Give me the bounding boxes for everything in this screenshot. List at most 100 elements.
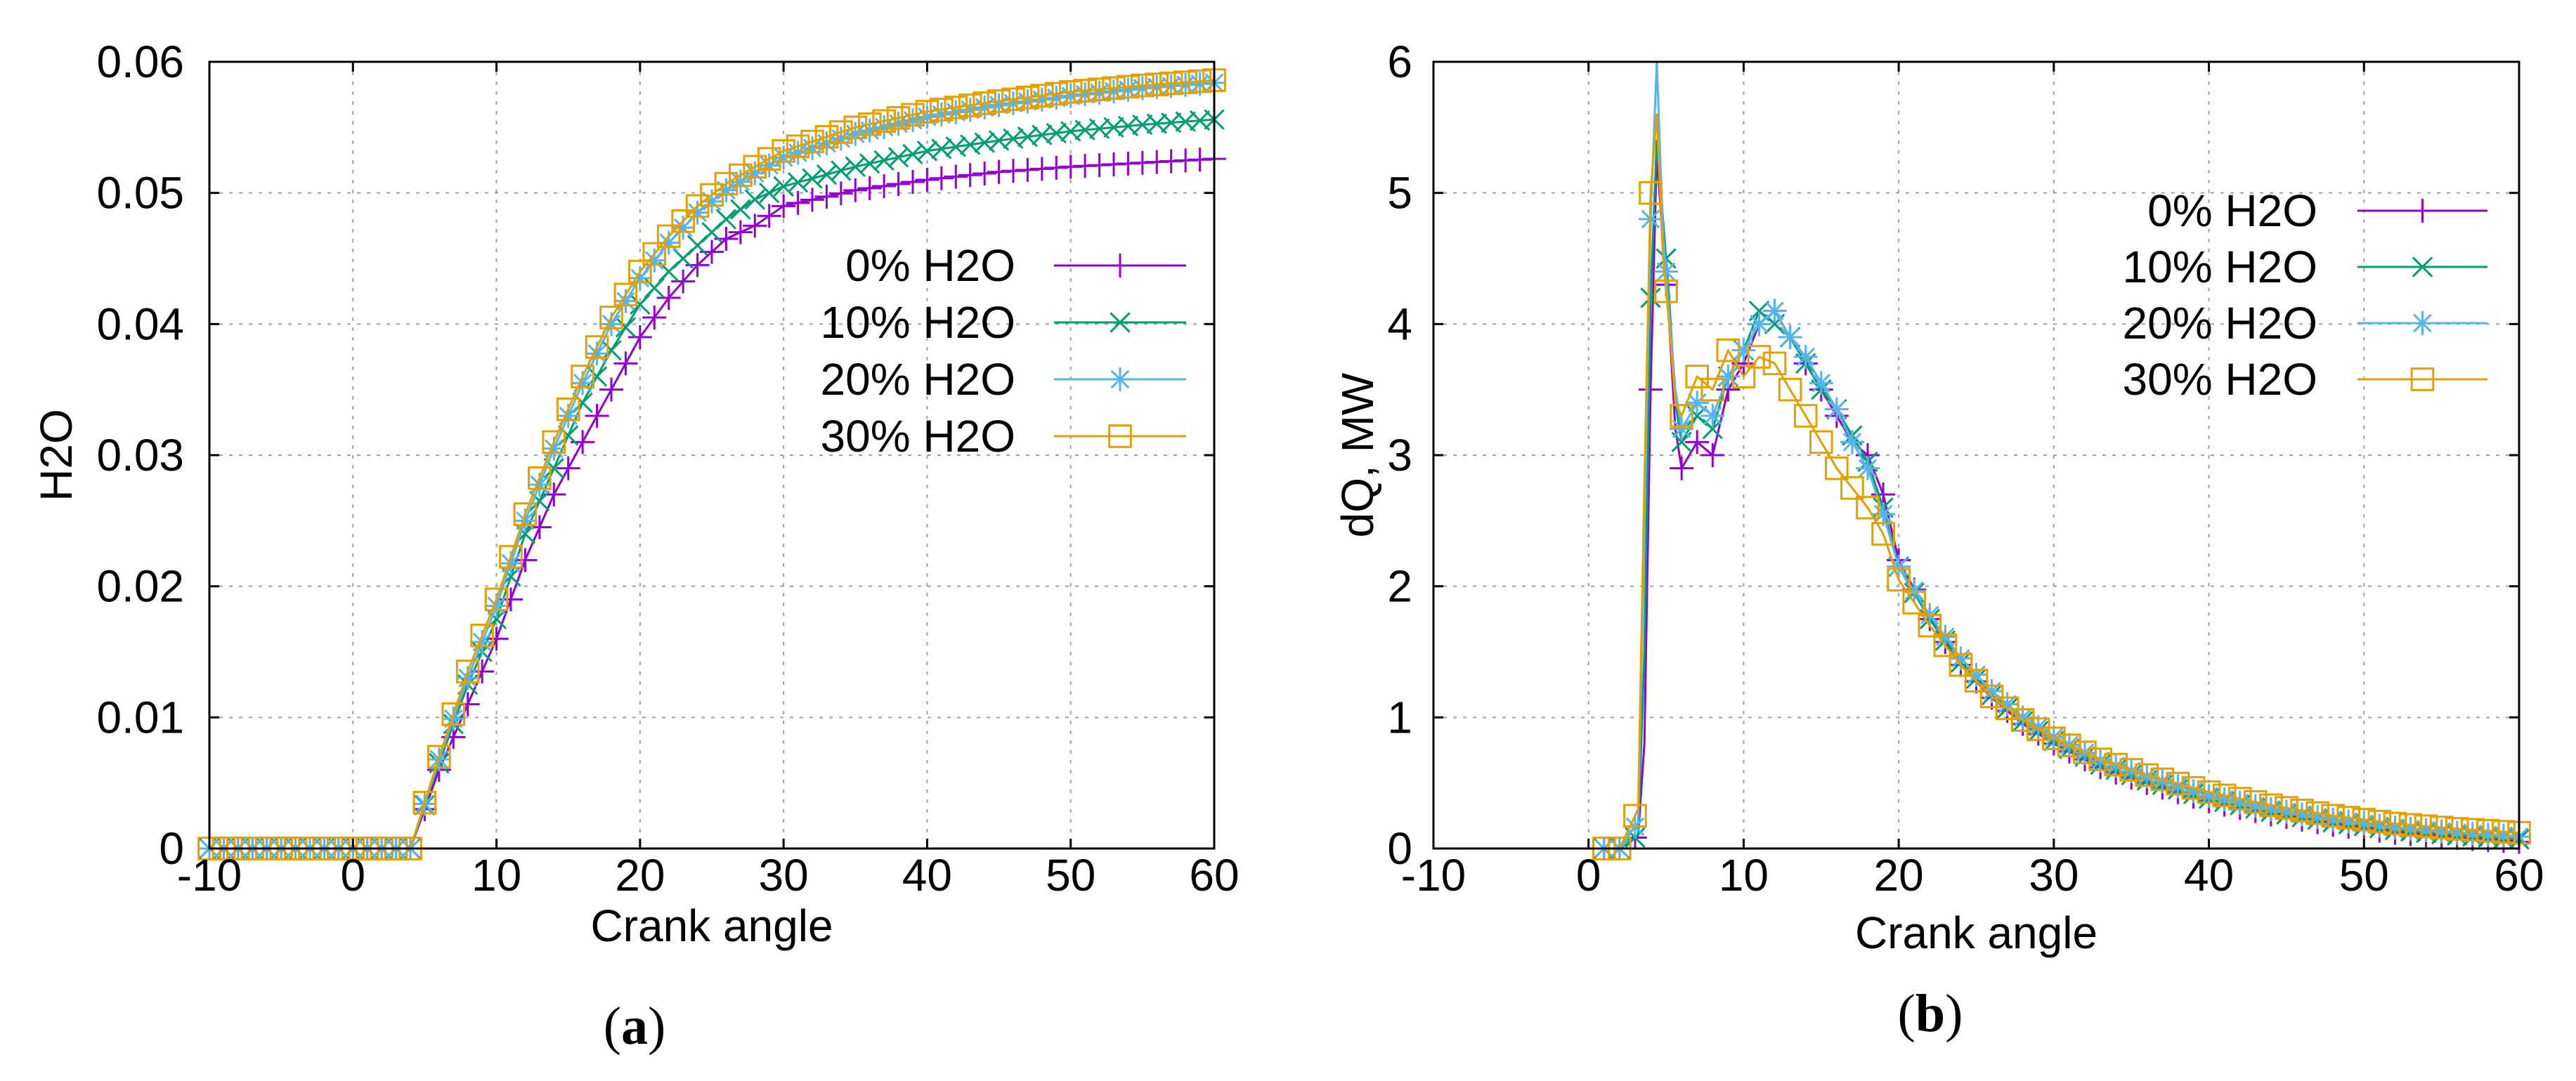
data-point-b-3 (1825, 456, 1849, 480)
data-point-a-3 (958, 93, 982, 117)
data-point-a-2 (513, 509, 538, 533)
data-point-b-0 (1700, 443, 1725, 467)
x-tick-label-a: -10 (177, 850, 242, 900)
data-point-a-2 (470, 630, 495, 654)
chart-panel-a: -10 0 10 20 30 40 50 6000.010.020.030.040.050.0… (31, 37, 1240, 1056)
data-point-a-2 (1145, 74, 1169, 99)
x-tick-label-a: 60 (1189, 850, 1239, 900)
data-point-a-0 (886, 171, 911, 196)
data-point-b-2 (1747, 312, 1771, 336)
data-point-a-2 (627, 266, 652, 290)
data-point-b-2 (2383, 815, 2407, 840)
data-point-a-2 (1102, 79, 1126, 103)
data-point-a-1 (630, 294, 651, 315)
data-point-b-2 (1933, 624, 1958, 649)
data-point-a-3 (1073, 79, 1097, 103)
legend-marker-a-1 (1110, 312, 1131, 333)
panel-paren-close: ) (1945, 984, 1963, 1043)
y-tick-label-b: 5 (1387, 168, 1412, 218)
data-point-a-3 (800, 129, 824, 154)
data-point-b-3 (2305, 801, 2329, 825)
grid-a (209, 62, 1214, 849)
data-point-a-2 (499, 551, 523, 575)
data-point-b-2 (2150, 769, 2175, 794)
data-point-a-0 (958, 163, 982, 188)
data-point-b-3 (2460, 818, 2485, 842)
data-point-b-3 (2088, 747, 2112, 771)
data-point-a-2 (700, 189, 724, 214)
data-point-b-2 (2243, 794, 2268, 818)
data-point-a-1 (816, 164, 838, 185)
data-point-a-3 (499, 544, 523, 569)
data-point-a-1 (759, 183, 780, 204)
data-point-a-0 (772, 194, 796, 218)
data-point-b-3 (1731, 365, 1756, 388)
series-a-2 (197, 70, 1226, 860)
data-point-a-3 (772, 139, 795, 163)
data-point-b-2 (1700, 404, 1725, 428)
data-point-b-3 (1654, 279, 1678, 303)
data-point-b-3 (1762, 351, 1787, 376)
legend-label-a-2: 20% H2O (821, 354, 1015, 405)
legend-marker-b-0 (2410, 199, 2435, 223)
grid-b (1433, 62, 2519, 849)
data-point-a-2 (441, 707, 466, 731)
data-point-b-2 (1670, 417, 1694, 441)
data-point-b-3 (1918, 613, 1942, 638)
data-point-a-3 (642, 242, 667, 266)
data-point-b-2 (2336, 809, 2361, 834)
data-point-a-3 (1015, 85, 1040, 110)
series-group-a (197, 68, 1226, 860)
data-point-a-0 (786, 190, 810, 215)
data-point-b-2 (1964, 662, 1989, 687)
data-point-a-2 (929, 103, 954, 127)
data-point-b-3 (1871, 522, 1895, 546)
data-point-b-2 (2041, 725, 2066, 749)
data-point-a-3 (1116, 74, 1140, 99)
data-point-b-2 (2491, 823, 2516, 848)
data-point-a-3 (585, 335, 609, 359)
data-point-a-2 (571, 371, 595, 395)
data-point-a-3 (814, 124, 839, 149)
data-point-a-2 (714, 178, 739, 202)
data-point-b-2 (2429, 819, 2454, 844)
y-tick-label-a: 0.06 (96, 37, 184, 87)
data-point-b-3 (2476, 819, 2500, 843)
panel-label-a: (a) (604, 997, 666, 1056)
series-a-3 (197, 68, 1226, 860)
legend-b: 0% H2O 10% H2O 20% H2O 30% H2O (2123, 185, 2487, 405)
x-axis-label-a: Crank angle (590, 900, 833, 951)
data-point-b-2 (2321, 807, 2346, 832)
data-point-a-2 (642, 248, 667, 273)
data-point-a-0 (828, 181, 853, 206)
data-point-b-3 (2057, 733, 2081, 757)
data-point-a-3 (1030, 84, 1054, 107)
data-point-b-2 (2367, 813, 2392, 838)
data-point-b-3 (1623, 804, 1647, 828)
legend-label-b-0: 0% H2O (2147, 185, 2317, 236)
data-point-b-2 (2476, 823, 2500, 847)
data-point-a-3 (1001, 87, 1025, 112)
data-point-a-3 (628, 259, 652, 284)
y-axis-label-a: H2O (31, 409, 82, 502)
y-tick-label-b: 6 (1387, 37, 1412, 87)
data-point-a-2 (455, 666, 480, 690)
data-point-a-3 (484, 587, 509, 612)
data-point-b-3 (2197, 780, 2221, 804)
data-point-b-3 (1778, 377, 1802, 402)
data-point-b-3 (2367, 809, 2392, 834)
data-point-a-3 (972, 91, 996, 115)
data-point-a-1 (615, 317, 637, 338)
data-point-a-2 (599, 312, 623, 336)
data-point-b-2 (1809, 371, 1833, 395)
data-point-b-1 (1640, 287, 1661, 308)
data-point-a-2 (958, 98, 982, 122)
data-point-b-3 (1856, 495, 1880, 520)
legend-label-a-0: 0% H2O (845, 240, 1015, 291)
data-point-a-2 (800, 136, 824, 160)
data-point-b-2 (1685, 391, 1710, 415)
data-point-a-2 (1159, 74, 1183, 98)
data-point-a-2 (814, 131, 839, 156)
data-point-b-3 (1700, 377, 1725, 402)
